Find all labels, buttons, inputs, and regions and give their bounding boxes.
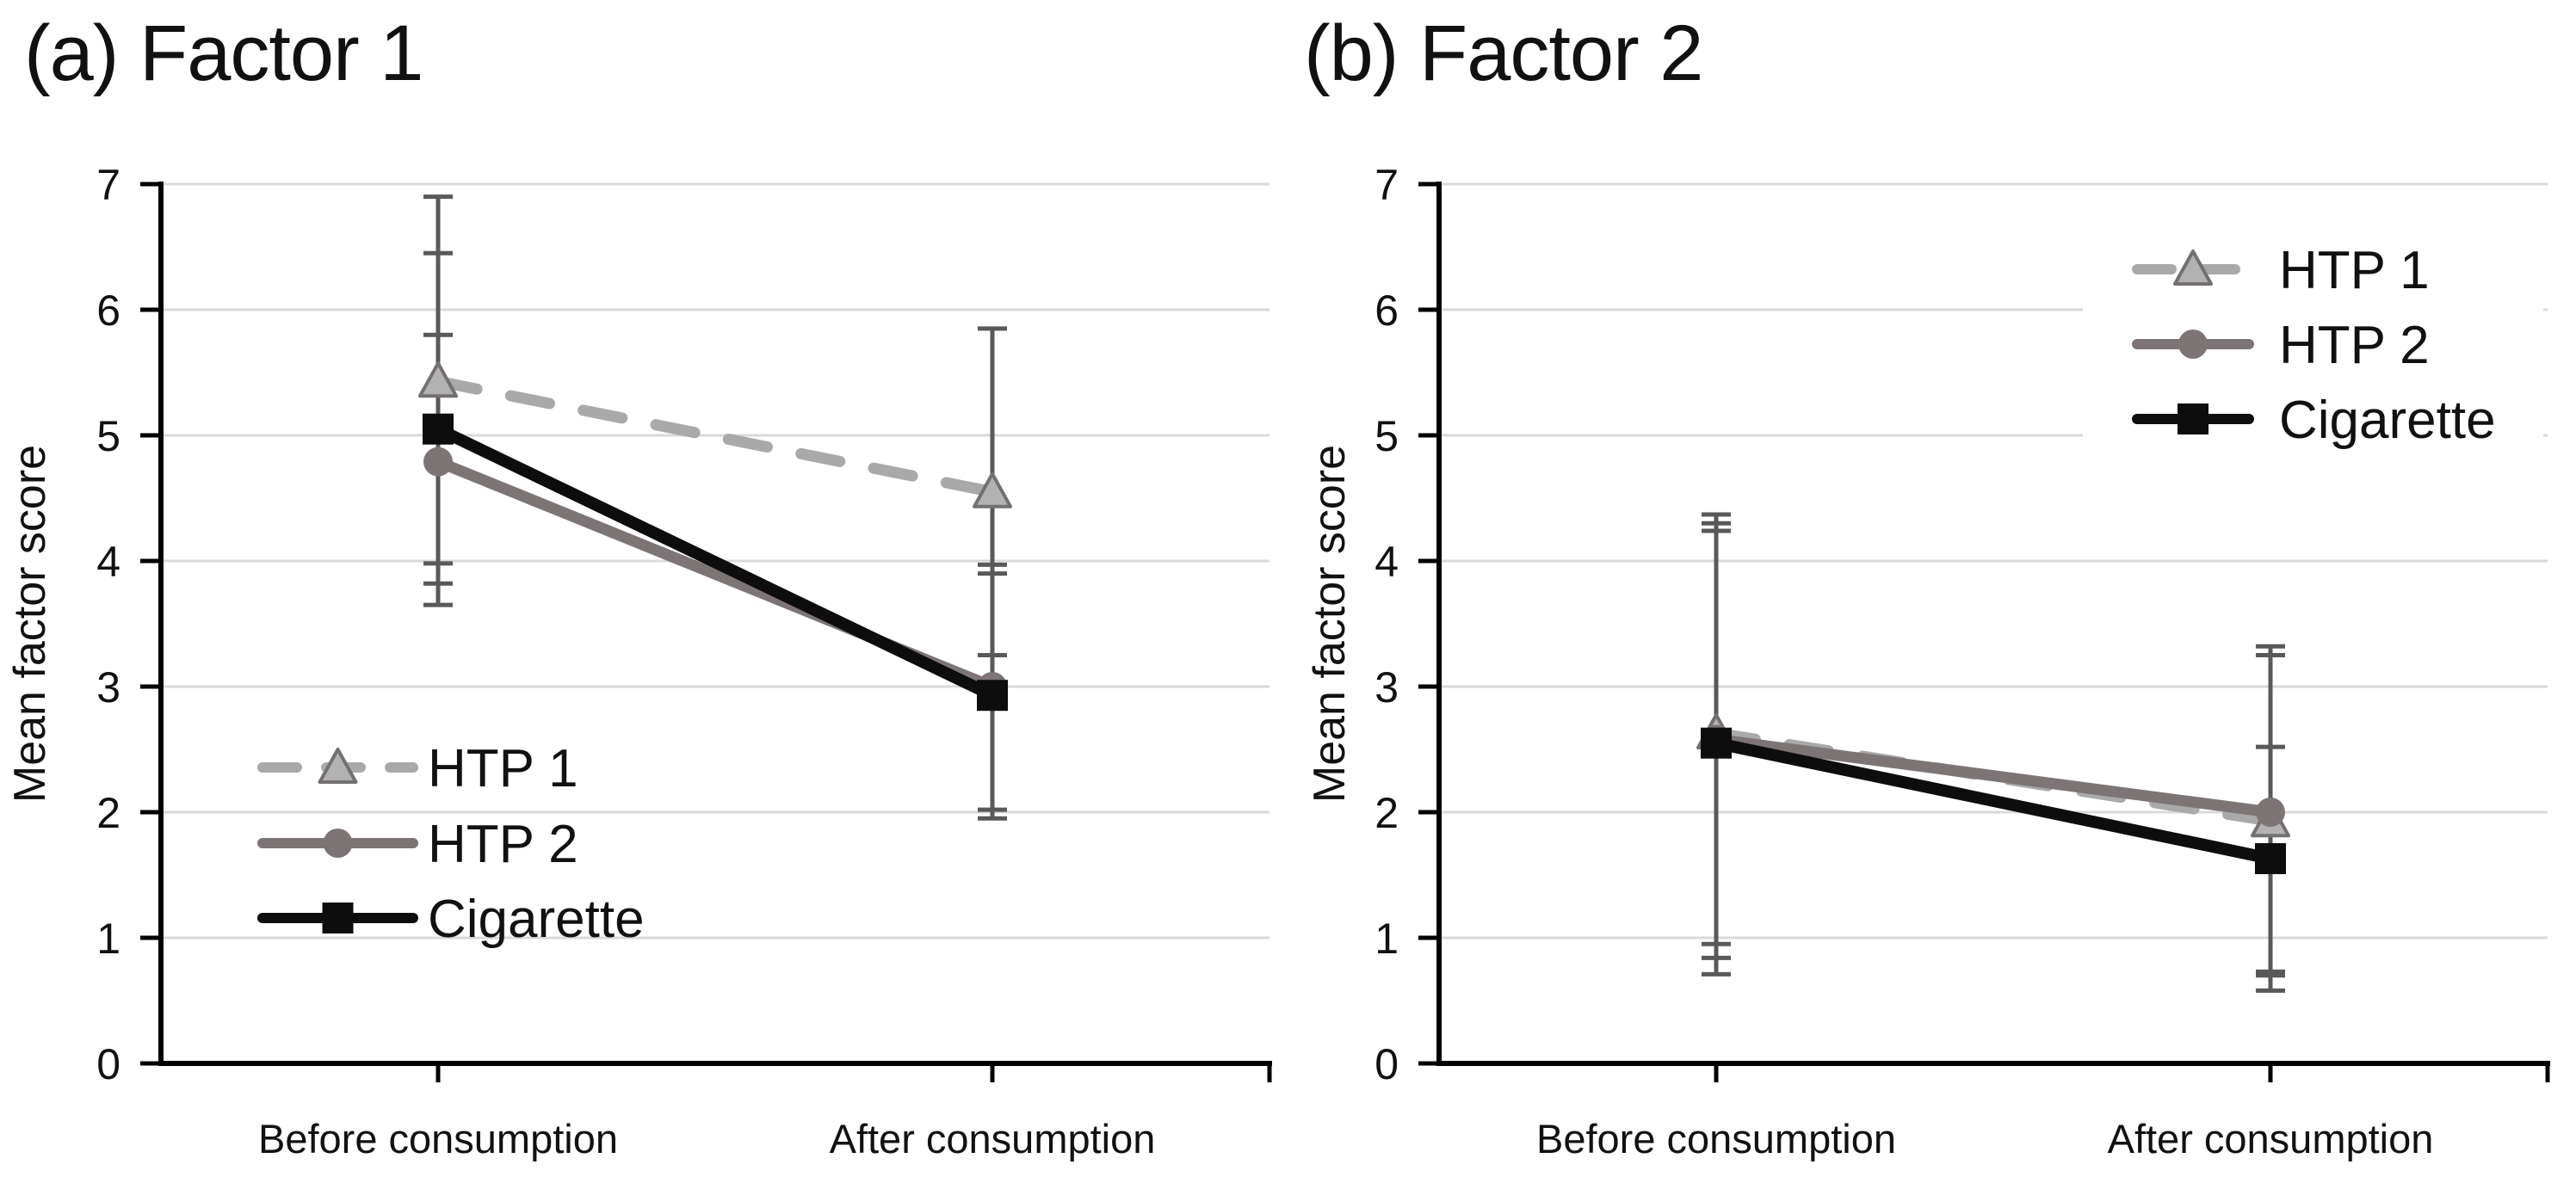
series-line-cigarette [432,422,998,702]
y-tick-label: 6 [1374,287,1399,335]
legend-label: HTP 1 [428,739,578,798]
legend-cigarette-marker [322,903,354,933]
series-cigarette [1701,727,2286,875]
legend-item-htp-1: HTP 1 [2132,241,2430,300]
legend-htp-1-marker [2173,250,2213,286]
legend-label: Cigarette [428,890,645,949]
legend-label: HTP 2 [2279,316,2430,375]
y-axis-title: Mean factor score [5,445,55,803]
legend-item-htp-2: HTP 2 [2132,316,2430,375]
legend-item-cigarette: Cigarette [257,890,645,949]
htp-1-marker [973,471,1012,508]
cigarette-marker [977,680,1008,712]
y-tick-label: 7 [96,161,120,209]
legend-a: HTP 1 HTP 2 Cigarette [257,739,645,949]
legend-item-htp-1: HTP 1 [257,739,578,798]
y-tick-label: 7 [1374,161,1399,209]
legend-htp-2-marker [323,829,353,858]
cigarette-marker [423,413,454,445]
y-tick-label: 4 [96,538,120,586]
panel-b-title: (b) Factor 2 [1304,9,1703,97]
panel-a-title: (a) Factor 1 [24,9,423,97]
y-tick-label: 2 [1374,789,1399,837]
y-tick-label: 5 [1374,412,1399,460]
x-category-label: After consumption [2108,1116,2434,1161]
legend-label: HTP 1 [2279,241,2430,300]
legend-label: HTP 2 [428,815,578,874]
y-tick-label: 1 [1374,915,1399,963]
series-htp-1 [418,361,1012,508]
y-tick-label: 3 [1374,663,1399,712]
cigarette-marker [1701,727,1732,759]
legend-htp-2-marker [2178,330,2208,359]
cigarette-marker [2255,843,2286,875]
y-tick-label: 3 [96,663,120,712]
series-cigarette [423,413,1008,712]
y-tick-label: 0 [96,1040,120,1088]
panel-b-chart: 0 1 2 3 4 5 6 7 Mean factor score Before consumpt… [1305,161,2550,1161]
x-category-label: After consumption [830,1116,1156,1161]
htp-2-marker [2256,798,2285,827]
legend-item-cigarette: Cigarette [2132,391,2496,450]
y-tick-label: 5 [96,412,120,460]
series-line-cigarette [1710,736,2276,866]
y-axis-title: Mean factor score [1305,445,1355,803]
legend-item-htp-2: HTP 2 [257,815,578,874]
legend-cigarette-marker [2178,404,2208,434]
y-tick-label: 0 [1374,1040,1399,1088]
x-category-label: Before consumption [1536,1116,1896,1161]
y-tick-label: 1 [96,915,120,963]
series-line-htp-2 [1710,733,2276,818]
y-tick-label: 6 [96,287,120,335]
x-category-label: Before consumption [258,1116,618,1161]
series-line-htp-1 [432,375,998,498]
error-bars [423,194,1007,821]
y-tick-label: 2 [96,789,120,837]
panel-a-chart: 0 1 2 3 4 5 6 7 Mean factor score Before consumpt… [5,161,1272,1161]
legend-b: HTP 1 HTP 2 Cigarette [2083,211,2543,469]
legend-htp-1-marker [318,748,358,784]
y-tick-label: 4 [1374,538,1399,586]
htp-1-marker [418,361,458,398]
htp-2-marker [423,447,453,477]
legend-label: Cigarette [2279,391,2496,450]
